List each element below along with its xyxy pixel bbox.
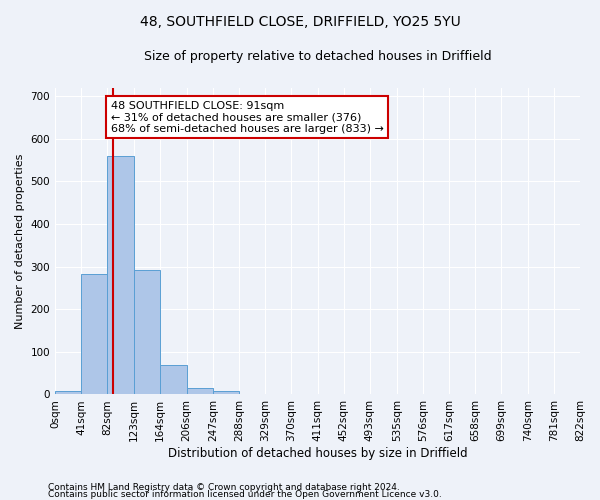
Bar (81, 274, 107, 394)
Bar (55, 392, 81, 394)
Text: Contains public sector information licensed under the Open Government Licence v3: Contains public sector information licen… (48, 490, 442, 499)
Bar (160, 366, 187, 394)
Y-axis label: Number of detached properties: Number of detached properties (15, 154, 25, 329)
Text: 48, SOUTHFIELD CLOSE, DRIFFIELD, YO25 5YU: 48, SOUTHFIELD CLOSE, DRIFFIELD, YO25 5Y… (140, 15, 460, 29)
Bar (134, 270, 160, 394)
Bar (187, 388, 213, 394)
Text: 48 SOUTHFIELD CLOSE: 91sqm
← 31% of detached houses are smaller (376)
68% of sem: 48 SOUTHFIELD CLOSE: 91sqm ← 31% of deta… (110, 100, 383, 134)
Text: Contains HM Land Registry data © Crown copyright and database right 2024.: Contains HM Land Registry data © Crown c… (48, 484, 400, 492)
X-axis label: Distribution of detached houses by size in Driffield: Distribution of detached houses by size … (168, 447, 467, 460)
Bar (107, 156, 134, 394)
Title: Size of property relative to detached houses in Driffield: Size of property relative to detached ho… (144, 50, 491, 63)
Bar (213, 390, 239, 394)
